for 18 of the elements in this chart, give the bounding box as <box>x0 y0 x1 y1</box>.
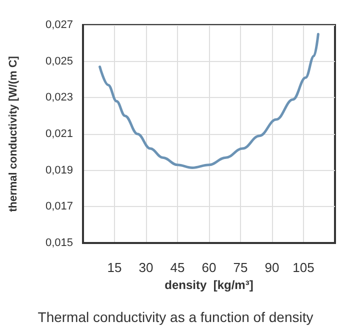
y-tick-label: 0,025 <box>45 55 73 68</box>
x-tick-label: 60 <box>202 260 216 275</box>
x-axis-title: density [kg/m³] <box>164 278 254 292</box>
y-tick-label: 0,027 <box>45 19 73 31</box>
x-tick-label: 90 <box>264 260 280 275</box>
text: Thermal conductivity as a function of density <box>38 309 314 325</box>
y-tick-label: 0,017 <box>45 200 73 213</box>
y-axis-title: thermal conductivity [W/(m C] <box>8 56 20 212</box>
x-tick-label: 75 <box>233 260 248 275</box>
y-tick-label: 0,021 <box>45 128 73 140</box>
line-series <box>98 32 320 170</box>
x-tick-label: 30 <box>138 260 154 275</box>
y-tick-label: 0,023 <box>45 92 73 104</box>
x-tick-label: 105 <box>292 260 314 275</box>
x-tick-label: 45 <box>170 260 185 275</box>
y-tick-label: 0,015 <box>45 237 73 249</box>
x-tick-label: 15 <box>107 260 122 275</box>
y-tick-label: 0,019 <box>45 164 73 176</box>
